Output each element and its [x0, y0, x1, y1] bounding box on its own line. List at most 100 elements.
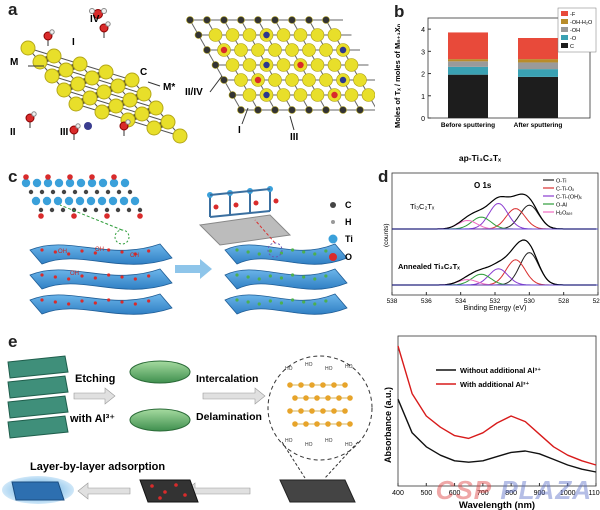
o-site: [254, 76, 262, 84]
green-dot: [268, 299, 272, 303]
x-tick-label: 600: [449, 490, 461, 497]
site-label-ii: II: [10, 127, 16, 138]
ti-atom: [86, 196, 96, 206]
o-atom: [67, 174, 73, 180]
oh-dot: [107, 298, 111, 302]
x-tick-label: 500: [420, 490, 432, 497]
mxene-structure-side: IV I M C M* II III II/IV I III: [10, 8, 375, 144]
oh-dot: [53, 250, 57, 254]
panel-c: c C H Ti O OH OH OH OH: [0, 165, 375, 315]
xps-xlabel: Binding Energy (eV): [464, 305, 527, 312]
legend-c-swatch: [330, 202, 336, 208]
site-label-i: I: [72, 37, 75, 48]
oh-dot: [40, 298, 44, 302]
x-tick-label: 538: [387, 298, 398, 305]
ti-atom: [234, 73, 248, 87]
o-atom: [71, 213, 77, 219]
o-atom: [111, 174, 117, 180]
panel-c-label: c: [8, 167, 18, 186]
xps-sample-top: Ti₃C₂Tₓ: [410, 202, 435, 211]
xps-legend-label: C-Ti-(OH)ₓ: [556, 195, 582, 201]
ti-atom: [136, 86, 152, 102]
mxene-sheet-right: [224, 293, 348, 315]
ti-atom: [46, 48, 62, 64]
c-atom: [305, 106, 313, 114]
lattice-atom: [298, 408, 304, 414]
oh-dot: [80, 274, 84, 278]
ti-atom: [319, 43, 333, 57]
c-atom: [220, 76, 228, 84]
zoom-line-right: [324, 441, 359, 479]
c-atom: [61, 189, 67, 195]
c-atom: [305, 16, 313, 24]
green-dot: [257, 302, 261, 306]
c-atom: [82, 207, 88, 213]
c-atom: [322, 106, 330, 114]
step-delamination: Delamination: [196, 411, 262, 423]
xps-legend-label: C-Ti-Oₓ: [556, 187, 574, 193]
step-etching-al: with Al³⁺: [69, 413, 115, 425]
ti-atom: [124, 72, 140, 88]
c-atom: [94, 189, 100, 195]
legend-without-label: Without additional Al³⁺: [460, 366, 541, 375]
ti-atom: [32, 54, 48, 70]
h-atom: [49, 29, 55, 35]
legend-ti-label: Ti: [345, 234, 353, 244]
green-dot: [290, 248, 295, 252]
c-atom: [339, 106, 347, 114]
c-atom: [322, 16, 330, 24]
green-dot: [268, 274, 272, 278]
lattice-atom: [292, 421, 298, 427]
legend-swatch: [561, 27, 568, 32]
category-label: After sputtering: [514, 122, 563, 129]
ti-atom: [119, 196, 129, 206]
lattice-atom: [287, 408, 293, 414]
legend-c-label: C: [345, 200, 352, 210]
cation-dot: [183, 493, 187, 497]
site-label-m: M: [10, 57, 18, 68]
substrate-coated: [139, 479, 199, 503]
legend-label: -OH: [570, 28, 580, 34]
oh-dot: [133, 277, 137, 281]
c-atom: [254, 16, 262, 24]
ti-atom: [285, 43, 299, 57]
x-tick-label: 1100: [588, 490, 600, 497]
etched-flake-top: [129, 360, 191, 384]
ti-atom: [302, 73, 316, 87]
ti-atom: [242, 88, 257, 102]
ti-atom: [293, 88, 308, 102]
c-atom: [83, 189, 89, 195]
lattice-atom: [292, 395, 298, 401]
ti-atom: [72, 56, 88, 72]
legend-label: -OH-H₂O: [570, 20, 593, 26]
panel-f: f 40050060070080090010001100 Absorbance …: [378, 328, 600, 510]
ti-atom: [319, 73, 333, 87]
x-tick-label: 530: [524, 298, 535, 305]
o-atom: [38, 213, 44, 219]
cage-base: [198, 214, 292, 246]
ti-atom: [21, 178, 31, 188]
c-atom: [126, 207, 132, 213]
ti-atom: [122, 92, 138, 108]
ho-label: HO: [305, 362, 313, 368]
step-layer-by-layer: Layer-by-layer adsorption: [30, 461, 165, 473]
site-label-i-right: I: [238, 125, 241, 136]
al-site: [263, 91, 270, 99]
legend-o-swatch: [329, 253, 337, 261]
bar-segment: [518, 69, 558, 77]
ti-atom: [70, 76, 86, 92]
c-atom: [137, 207, 143, 213]
absorbance-plot-frame: [397, 335, 597, 487]
green-dot: [257, 252, 261, 256]
c-atom: [271, 106, 279, 114]
ho-label: HO: [325, 366, 333, 372]
ti-atom: [293, 28, 308, 42]
ti-atom: [268, 73, 282, 87]
panel-b-label: b: [394, 2, 405, 21]
c-atom: [203, 16, 211, 24]
oh-dot: [67, 302, 71, 306]
ti-atom: [285, 73, 299, 87]
lattice-atom: [336, 421, 342, 427]
ti-atom: [20, 40, 36, 56]
oh-dot: [147, 299, 151, 303]
